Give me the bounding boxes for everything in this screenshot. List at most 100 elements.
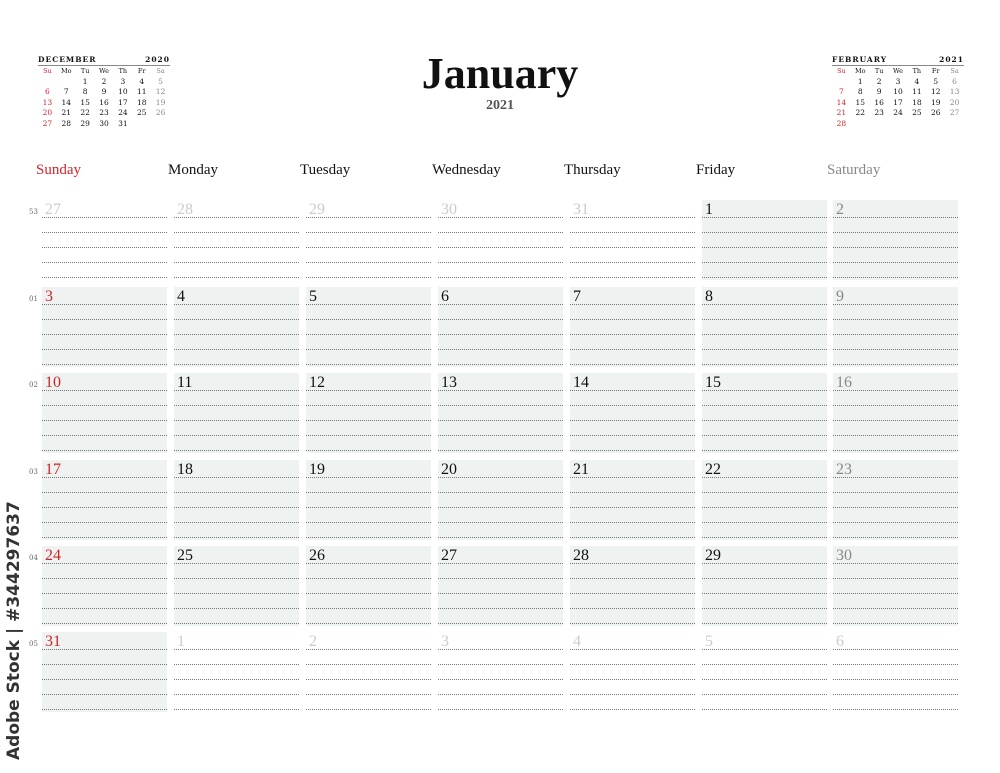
- day-cell[interactable]: 3: [438, 632, 563, 712]
- day-cell[interactable]: 30: [438, 200, 563, 280]
- day-cell[interactable]: 18: [174, 460, 299, 540]
- day-cell[interactable]: 3: [42, 287, 167, 367]
- mini-month: FEBRUARY: [832, 55, 888, 64]
- day-cell[interactable]: 19: [306, 460, 431, 540]
- day-cell[interactable]: 5: [702, 632, 827, 712]
- note-line: [438, 304, 563, 305]
- day-cell[interactable]: 7: [570, 287, 695, 367]
- day-cell[interactable]: 2: [306, 632, 431, 712]
- weekday-header: Saturday: [827, 162, 881, 178]
- note-line: [702, 522, 827, 523]
- note-line: [42, 435, 167, 436]
- day-cell[interactable]: 4: [174, 287, 299, 367]
- day-cell[interactable]: 12: [306, 373, 431, 453]
- note-line: [570, 709, 695, 710]
- note-line: [833, 664, 958, 665]
- mini-day: [851, 119, 870, 130]
- note-line: [570, 537, 695, 538]
- note-line: [174, 664, 299, 665]
- note-line: [833, 537, 958, 538]
- mini-day: 17: [118, 97, 128, 107]
- note-line: [570, 217, 695, 218]
- note-line: [174, 450, 299, 451]
- day-cell[interactable]: 28: [570, 546, 695, 626]
- mini-day: [945, 119, 964, 130]
- note-line: [570, 694, 695, 695]
- day-cell[interactable]: 16: [833, 373, 958, 453]
- note-line: [702, 277, 827, 278]
- note-line: [570, 390, 695, 391]
- day-cell[interactable]: 13: [438, 373, 563, 453]
- day-cell[interactable]: 26: [306, 546, 431, 626]
- day-cell[interactable]: 11: [174, 373, 299, 453]
- mini-day: 6: [952, 76, 957, 86]
- note-line: [174, 232, 299, 233]
- note-line: [438, 262, 563, 263]
- note-line: [306, 277, 431, 278]
- day-number: 27: [45, 201, 61, 218]
- mini-day: [870, 119, 889, 130]
- note-line: [570, 420, 695, 421]
- mini-day: 31: [118, 118, 128, 128]
- day-cell[interactable]: 20: [438, 460, 563, 540]
- note-line: [438, 537, 563, 538]
- day-number: 14: [573, 374, 589, 391]
- note-line: [174, 334, 299, 335]
- note-line: [833, 492, 958, 493]
- day-cell[interactable]: 17: [42, 460, 167, 540]
- note-line: [42, 492, 167, 493]
- mini-day: 18: [912, 97, 922, 107]
- note-line: [42, 522, 167, 523]
- day-number: 2: [836, 201, 844, 218]
- day-number: 11: [177, 374, 193, 391]
- day-number: 31: [573, 201, 589, 218]
- day-cell[interactable]: 2: [833, 200, 958, 280]
- day-cell[interactable]: 28: [174, 200, 299, 280]
- day-cell[interactable]: 5: [306, 287, 431, 367]
- mini-day: 2: [876, 76, 882, 86]
- day-cell[interactable]: 9: [833, 287, 958, 367]
- day-cell[interactable]: 25: [174, 546, 299, 626]
- day-number: 29: [309, 201, 325, 218]
- day-number: 5: [705, 633, 713, 650]
- day-cell[interactable]: 1: [702, 200, 827, 280]
- day-cell[interactable]: 29: [702, 546, 827, 626]
- day-cell[interactable]: 4: [570, 632, 695, 712]
- note-line: [570, 492, 695, 493]
- day-number: 6: [836, 633, 844, 650]
- note-line: [174, 522, 299, 523]
- day-cell[interactable]: 24: [42, 546, 167, 626]
- day-cell[interactable]: 27: [42, 200, 167, 280]
- note-line: [833, 349, 958, 350]
- mini-day: 23: [874, 108, 884, 117]
- day-cell[interactable]: 30: [833, 546, 958, 626]
- mini-day: 25: [912, 108, 922, 117]
- note-line: [42, 247, 167, 248]
- mini-day: 5: [158, 76, 163, 86]
- day-number: 12: [309, 374, 325, 391]
- mini-day: 16: [99, 97, 109, 107]
- mini-day: 15: [80, 97, 90, 107]
- day-cell[interactable]: 21: [570, 460, 695, 540]
- day-cell[interactable]: 1: [174, 632, 299, 712]
- note-line: [42, 649, 167, 650]
- day-cell[interactable]: 15: [702, 373, 827, 453]
- day-cell[interactable]: 6: [438, 287, 563, 367]
- mini-day-header: We: [892, 67, 903, 75]
- mini-day: 26: [155, 108, 166, 117]
- day-cell[interactable]: 31: [570, 200, 695, 280]
- note-line: [570, 232, 695, 233]
- day-cell[interactable]: 10: [42, 373, 167, 453]
- day-cell[interactable]: 31: [42, 632, 167, 712]
- mini-day: 9: [876, 87, 882, 96]
- day-cell[interactable]: 23: [833, 460, 958, 540]
- note-line: [833, 679, 958, 680]
- day-cell[interactable]: 29: [306, 200, 431, 280]
- day-cell[interactable]: 6: [833, 632, 958, 712]
- day-number: 4: [177, 288, 185, 305]
- note-line: [438, 492, 563, 493]
- day-cell[interactable]: 8: [702, 287, 827, 367]
- day-cell[interactable]: 14: [570, 373, 695, 453]
- day-cell[interactable]: 27: [438, 546, 563, 626]
- day-cell[interactable]: 22: [702, 460, 827, 540]
